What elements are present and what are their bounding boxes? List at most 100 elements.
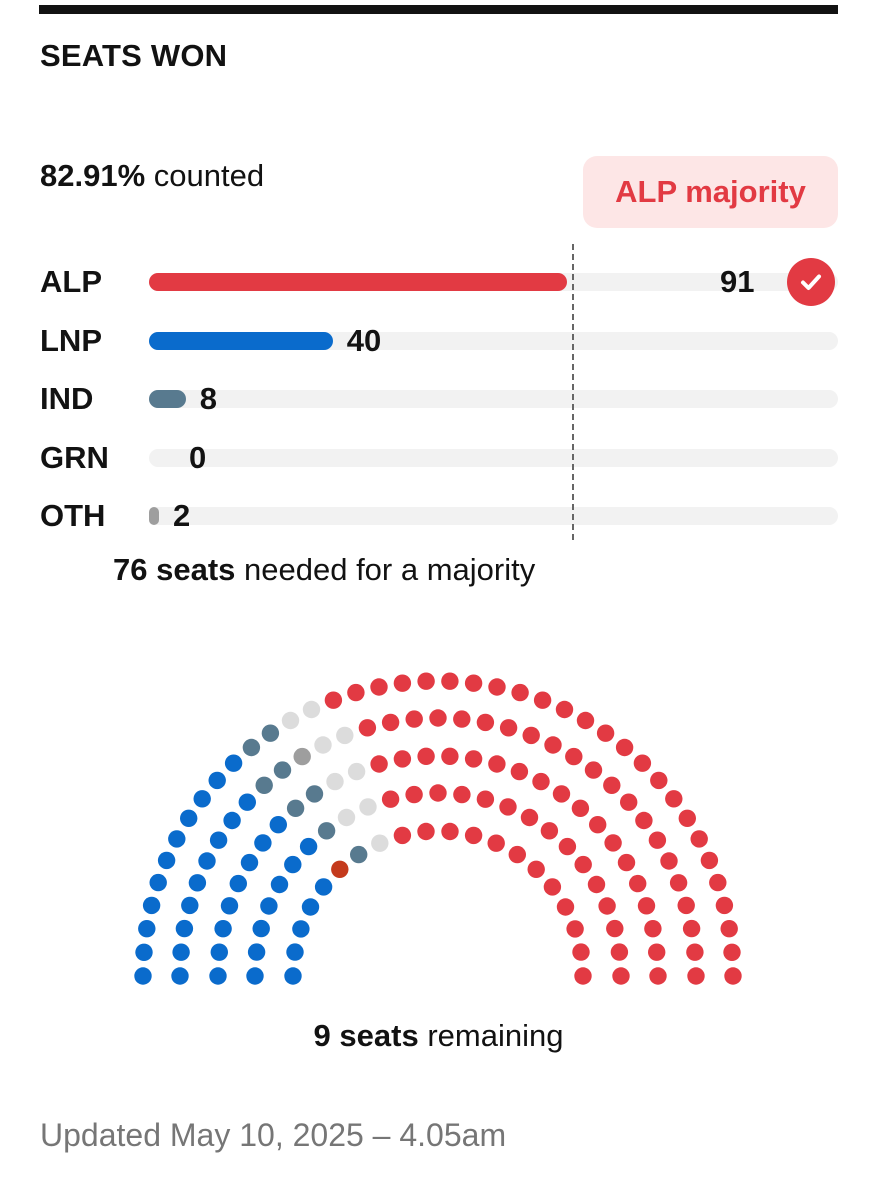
seat-dot	[682, 919, 701, 938]
party-label-lnp: LNP	[40, 322, 102, 358]
seat-dot	[314, 878, 333, 896]
counted-percentage: 82.91%	[40, 158, 146, 193]
seat-dot	[700, 851, 719, 870]
seat-dot	[464, 826, 483, 845]
seat-dot	[292, 920, 310, 938]
seat-dot	[135, 943, 153, 961]
seat-dot	[540, 822, 559, 840]
seat-dot	[171, 967, 189, 985]
seat-dot	[633, 754, 652, 772]
seat-dot	[476, 790, 495, 808]
party-label-ind: IND	[40, 381, 94, 416]
seat-dot	[441, 747, 459, 765]
seat-count-lnp: 40	[346, 322, 382, 358]
seat-dot	[574, 855, 592, 874]
seat-dot	[620, 793, 638, 811]
seat-dot	[242, 738, 261, 757]
seat-dot	[453, 785, 471, 804]
seat-dot	[188, 874, 207, 892]
party-label-grn: GRN	[40, 439, 109, 475]
seat-dot	[224, 754, 243, 772]
seat-dot	[255, 776, 273, 794]
seat-dot	[629, 874, 647, 893]
majority-needed-label: needed for a majority	[244, 552, 536, 587]
seat-dot	[336, 726, 354, 745]
counted-status: 82.91% counted	[40, 158, 264, 194]
bar-alp	[149, 273, 567, 291]
seat-dot	[520, 808, 539, 827]
party-label-alp: ALP	[40, 264, 102, 299]
seat-dot	[429, 709, 447, 727]
seat-dot	[326, 772, 344, 791]
seat-dot	[665, 790, 683, 808]
parliament-hemicycle	[134, 672, 742, 985]
seat-dot	[709, 873, 727, 892]
seat-dot	[648, 831, 667, 849]
seat-dot	[393, 674, 412, 692]
seat-dot	[138, 920, 156, 938]
seat-dot	[615, 738, 634, 757]
seat-dot	[405, 785, 423, 804]
seat-dot	[687, 967, 705, 985]
seat-dot	[270, 875, 289, 894]
seat-dot	[350, 845, 368, 864]
seat-dot	[527, 860, 545, 878]
seat-dot	[381, 713, 400, 732]
seat-dot	[252, 919, 270, 938]
seat-dot	[543, 878, 562, 896]
seat-dot	[584, 761, 603, 779]
seat-dot	[381, 790, 400, 808]
seat-count-grn: 0	[189, 439, 207, 475]
seat-dot	[552, 785, 571, 803]
seat-dot	[240, 853, 259, 872]
seat-dot	[281, 711, 300, 730]
bar-row-lnp: LNP 40	[0, 321, 877, 361]
seat-dot	[209, 967, 227, 985]
seat-dot	[417, 672, 435, 690]
updated-timestamp: Updated May 10, 2025 – 4.05am	[40, 1117, 507, 1153]
seat-dot	[648, 943, 666, 961]
seat-dot	[324, 691, 343, 709]
seat-dot	[669, 874, 688, 892]
seat-dot	[650, 771, 668, 790]
seat-dot	[260, 897, 278, 915]
seat-dot	[690, 830, 708, 848]
seat-dot	[371, 834, 389, 852]
seat-dot	[393, 750, 412, 768]
seat-dot	[417, 822, 435, 841]
seat-dot	[723, 943, 741, 961]
seat-dot	[660, 852, 678, 870]
seat-dot	[644, 920, 662, 938]
seats-bar-chart: ALP 91 LNP 40 IND 8 GRN 0 OTH 2	[0, 258, 877, 533]
seat-dot	[284, 855, 302, 874]
seat-dot	[220, 897, 239, 915]
seat-dot	[429, 784, 447, 802]
seat-dot	[359, 798, 377, 816]
seat-dot	[193, 790, 211, 808]
seat-dot	[464, 750, 483, 768]
seat-dot	[499, 719, 518, 737]
seat-dot	[247, 943, 266, 961]
seat-dot	[598, 897, 616, 915]
remaining-label: remaining	[427, 1018, 564, 1053]
seat-dot	[566, 920, 584, 938]
seat-dot	[347, 762, 366, 781]
seat-dot	[238, 793, 256, 811]
seat-count-oth: 2	[173, 498, 191, 533]
seat-dot	[555, 700, 574, 719]
seat-dot	[453, 710, 471, 728]
seat-dot	[302, 700, 321, 719]
seat-dot	[565, 747, 583, 766]
seat-dot	[314, 736, 332, 754]
seat-dot	[678, 809, 696, 827]
section-title: SEATS WON	[40, 38, 228, 73]
seat-dot	[417, 747, 435, 765]
seat-dot	[686, 943, 704, 961]
seat-count-alp: 91	[720, 264, 755, 299]
seat-dot	[604, 834, 622, 852]
seat-dot	[331, 860, 349, 878]
seat-dot	[558, 837, 577, 856]
remaining-value: 9 seats	[313, 1018, 419, 1053]
seat-dot	[488, 755, 506, 773]
seat-dot	[370, 755, 388, 773]
